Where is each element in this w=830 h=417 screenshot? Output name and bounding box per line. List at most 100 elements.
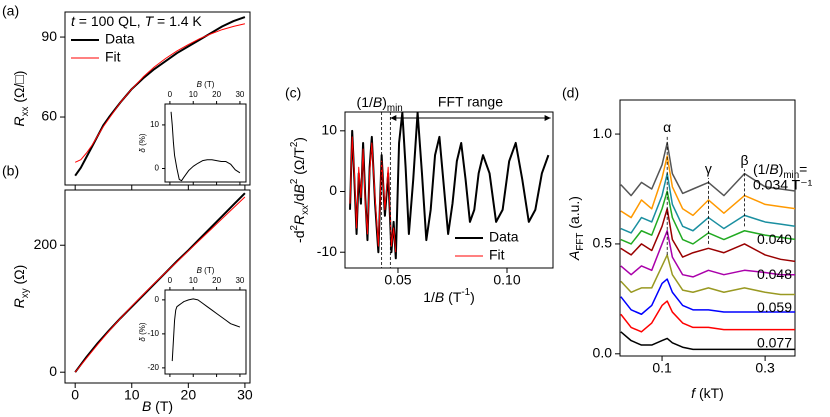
text-part: -1 [461,287,470,298]
text-part: δ [138,148,147,153]
x-axis-label: 1/B (T-1) [423,287,475,305]
text-part: ) [382,94,387,110]
text-part: (1/ [357,94,373,110]
data-line [349,136,397,253]
text-part: t [71,13,76,29]
y-axis-label: δ (%) [138,322,147,341]
plot-frame [619,99,796,357]
peak-label: β [740,152,748,168]
panel-label: (b) [2,163,19,179]
series-group [74,192,246,373]
series-label: 0.034 T⁻¹ [753,177,813,193]
arrow-head [390,115,397,121]
y-tick-label: 10 [150,120,159,129]
data-line [74,23,246,163]
series-label: 0.048 [757,266,792,282]
data-line [171,298,241,362]
data-line [620,208,795,263]
panel-label: (d) [562,85,579,101]
text-part: = [799,161,807,177]
x-tick-label: 10 [124,387,140,403]
x-axis-label: B (T) [142,398,173,414]
inset: 0 10 20 30 0 -10 -20 B (T) δ (%) [138,266,247,377]
panel-label: (a) [2,3,19,19]
text-part: 2 [289,142,300,147]
text-part: B [373,94,382,110]
text-part: 2 [289,179,300,184]
series-group [74,16,246,177]
y-tick-label: 0 [49,363,57,379]
y-tick-label: 0.0 [593,345,613,361]
text-part: = 1.4 K [153,13,202,29]
x-tick-label: 10 [189,276,198,285]
y-axis-label: -d2Rxx/dB2 (Ω/T2) [289,137,311,243]
data-line [620,230,795,278]
data-line [620,300,795,333]
panel-label: (c) [285,85,301,101]
text-part: (kT) [695,385,724,401]
y-axis-label: Rxy (Ω) [11,265,31,309]
text-part: xx [20,106,31,116]
panel: 60 90 Rxx (Ω/□) t = 100 QL, T = 1.4 K Data Fi… [11,11,251,190]
y-axis-label: AFFT (a.u.) [566,196,586,261]
series-label-header: (1/B)min= [753,161,807,181]
text-part: (T [444,289,462,305]
legend-label: Data [105,31,135,47]
data-line [620,254,795,296]
text-part: (%) [138,133,147,148]
text-part: min [387,103,403,114]
y-axis-label: Rxx (Ω/□) [11,71,31,127]
text-part: xx [300,205,311,215]
annotation: t = 100 QL, T = 1.4 K [71,13,202,29]
peak-label: α [663,119,671,135]
y-axis-label: δ (%) [138,133,147,152]
y-tick-label: 0.5 [593,235,613,251]
text-part: (%) [138,322,147,337]
text-part: B [769,161,778,177]
y-tick-label: 60 [41,108,57,124]
text-part: = 100 QL, [75,13,145,29]
text-part: (a.u.) [566,196,582,233]
text-part: -d [291,231,307,243]
x-tick-label: 0 [71,387,79,403]
range-label: FFT range [438,94,503,110]
series-label: 0.077 [757,334,792,350]
y-tick-label: 90 [41,28,57,44]
x-tick-label: 30 [237,387,253,403]
data-line [620,142,795,197]
text-part: 2 [289,225,300,230]
panel: 0.1 0.3 0.0 0.5 1.0 f (kT) AFFT (a.u.) α γ β (1/B)… [566,99,813,401]
x-tick-label: 20 [212,276,221,285]
x-tick-label: 30 [235,276,244,285]
data-line [74,16,246,177]
text-part: 1/ [423,289,435,305]
text-part: (1/ [753,161,769,177]
y-tick-label: 1.0 [593,125,613,141]
series-label: 0.040 [757,231,792,247]
series-group [170,111,241,182]
legend-label: Data [489,229,519,245]
data-line [620,172,795,234]
text-part: R [11,298,27,308]
legend-label: Fit [105,49,121,65]
data-line [620,190,795,245]
x-axis-label: f (kT) [691,385,724,401]
plot-frame [164,289,247,375]
text-part: /d [291,193,307,205]
data-line [74,196,246,373]
x-tick-label: 0.3 [755,360,775,376]
y-tick-label: 0 [155,164,160,173]
text-part: (T) [202,266,215,275]
data-line [620,278,795,315]
x-tick-label: 0 [168,90,173,99]
text-part: ) [779,161,784,177]
plot-frame [164,103,247,183]
text-part: B [197,80,203,89]
x-tick-label: 0.10 [493,272,520,288]
series-group [349,112,550,260]
text-part: (Ω) [11,265,27,289]
